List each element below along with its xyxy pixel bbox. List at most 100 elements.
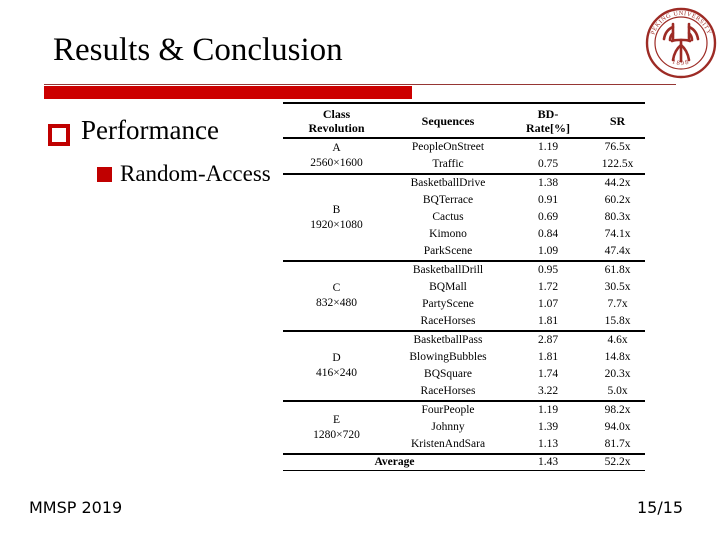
table-row: Kimono 0.84 74.1x — [283, 226, 645, 243]
table-row: RaceHorses 3.22 5.0x — [283, 383, 645, 402]
column-header: Class Revolution — [283, 103, 390, 139]
class-cell: E 1280×720 — [283, 401, 390, 455]
bd-rate-cell: 1.74 — [537, 368, 559, 380]
sr-cell: 81.7x — [590, 436, 645, 455]
bd-rate-cell: 0.75 — [506, 156, 590, 175]
column-header: BD- Rate[%] — [506, 103, 590, 139]
sr-cell: 60.2x — [604, 194, 631, 206]
bd-rate-cell: 1.39 — [537, 421, 559, 433]
class-cell: B 1920×1080 — [283, 174, 390, 262]
bullet-performance: Performance — [81, 115, 219, 145]
peking-university-seal-icon: PEKING UNIVERSITY 1898 — [645, 7, 717, 79]
bd-rate-cell: 1.38 — [537, 177, 559, 189]
bd-rate-cell: 0.95 — [537, 264, 559, 276]
sequence-cell: PartyScene — [422, 298, 474, 310]
sequence-cell: Kimono — [429, 228, 467, 240]
table-row: BQMall 1.72 30.5x — [283, 279, 645, 296]
class-cell: D 416×240 — [283, 331, 390, 402]
sequence-cell: BasketballPass — [413, 334, 483, 346]
average-label-cell: Average — [283, 454, 506, 471]
sr-cell: 4.6x — [607, 334, 628, 346]
class-cell: A 2560×1600 — [283, 138, 390, 175]
bd-rate-cell: 0.69 — [537, 211, 559, 223]
bd-rate-cell: 1.81 — [537, 351, 559, 363]
footer-conference: MMSP 2019 — [29, 498, 123, 517]
sequence-cell: Cactus — [432, 211, 464, 223]
table-row: Cactus 0.69 80.3x — [283, 209, 645, 226]
sr-cell: 76.5x — [604, 141, 631, 153]
bd-rate-cell: 1.72 — [537, 281, 559, 293]
sr-cell: 44.2x — [604, 177, 631, 189]
table-row: A 2560×1600 PeopleOnStreet 1.19 76.5x — [283, 138, 645, 175]
results-table-body: A 2560×1600 PeopleOnStreet 1.19 76.5x Traffic… — [283, 138, 645, 471]
sequence-cell: BQTerrace — [422, 194, 474, 206]
title-underline-bar — [44, 86, 412, 99]
sr-cell: 74.1x — [604, 228, 631, 240]
table-row: C 832×480 BasketballDrill 0.95 61.8x — [283, 261, 645, 332]
bd-rate-cell: 1.43 — [506, 454, 590, 471]
sequence-cell: BasketballDrive — [410, 177, 486, 189]
sequence-cell: BQMall — [429, 281, 467, 293]
column-header: Sequences — [390, 103, 506, 139]
sequence-cell: Traffic — [390, 156, 506, 175]
sequence-cell: ParkScene — [390, 243, 506, 262]
sequence-cell: PeopleOnStreet — [411, 141, 485, 153]
sequence-cell: BlowingBubbles — [409, 351, 487, 363]
bullet-filled-square-icon — [97, 167, 112, 182]
bd-rate-cell: 1.19 — [537, 404, 559, 416]
table-row: BlowingBubbles 1.81 14.8x — [283, 349, 645, 366]
sequence-cell: Johnny — [431, 421, 465, 433]
bd-rate-cell: 3.22 — [506, 383, 590, 402]
sequence-cell: BasketballDrill — [412, 264, 484, 276]
table-row: RaceHorses 1.81 15.8x — [283, 313, 645, 332]
svg-text:1898: 1898 — [671, 58, 691, 67]
sr-cell: 20.3x — [604, 368, 631, 380]
sr-cell: 80.3x — [604, 211, 631, 223]
table-row: Johnny 1.39 94.0x — [283, 419, 645, 436]
sr-cell: 15.8x — [590, 313, 645, 332]
bd-rate-cell: 1.07 — [537, 298, 559, 310]
bd-rate-cell: 1.81 — [506, 313, 590, 332]
table-row: ParkScene 1.09 47.4x — [283, 243, 645, 262]
bullet-random-access: Random-Access — [120, 161, 271, 186]
table-row: KristenAndSara 1.13 81.7x — [283, 436, 645, 455]
sr-cell: 14.8x — [604, 351, 631, 363]
title-underline-thin — [44, 84, 676, 85]
column-header: SR — [590, 103, 645, 139]
table-row: E 1280×720 FourPeople 1.19 98.2x — [283, 401, 645, 455]
bd-rate-cell: 0.84 — [537, 228, 559, 240]
sr-cell: 122.5x — [590, 156, 645, 175]
sequence-cell: RaceHorses — [390, 313, 506, 332]
sr-cell: 94.0x — [604, 421, 631, 433]
table-row: BQTerrace 0.91 60.2x — [283, 192, 645, 209]
sr-cell: 47.4x — [590, 243, 645, 262]
bd-rate-cell: 1.09 — [506, 243, 590, 262]
sr-cell: 98.2x — [604, 404, 631, 416]
table-row-average: Average 1.43 52.2x — [283, 454, 645, 471]
page-title: Results & Conclusion — [53, 32, 343, 68]
sequence-cell: KristenAndSara — [390, 436, 506, 455]
table-row: BQSquare 1.74 20.3x — [283, 366, 645, 383]
sequence-cell: BQSquare — [424, 368, 472, 380]
sr-cell: 61.8x — [604, 264, 631, 276]
sr-cell: 52.2x — [590, 454, 645, 471]
sr-cell: 5.0x — [590, 383, 645, 402]
sequence-cell: FourPeople — [421, 404, 475, 416]
bd-rate-cell: 2.87 — [537, 334, 559, 346]
results-table: Class Revolution Sequences BD- Rate[%] SR A 25… — [283, 102, 645, 471]
table-row: PartyScene 1.07 7.7x — [283, 296, 645, 313]
bd-rate-cell: 0.91 — [537, 194, 559, 206]
bd-rate-cell: 1.19 — [537, 141, 559, 153]
table-row: B 1920×1080 BasketballDrive 1.38 44.2x — [283, 174, 645, 262]
bd-rate-cell: 1.13 — [506, 436, 590, 455]
results-table-header: Class Revolution Sequences BD- Rate[%] SR — [283, 103, 645, 139]
sr-cell: 30.5x — [604, 281, 631, 293]
footer-page-number: 15/15 — [637, 498, 684, 517]
table-row: D 416×240 BasketballPass 2.87 4.6x — [283, 331, 645, 402]
table-row: Traffic 0.75 122.5x — [283, 156, 645, 175]
sr-cell: 7.7x — [607, 298, 628, 310]
class-cell: C 832×480 — [283, 261, 390, 332]
sequence-cell: RaceHorses — [390, 383, 506, 402]
bullet-hollow-square-icon — [48, 124, 70, 146]
